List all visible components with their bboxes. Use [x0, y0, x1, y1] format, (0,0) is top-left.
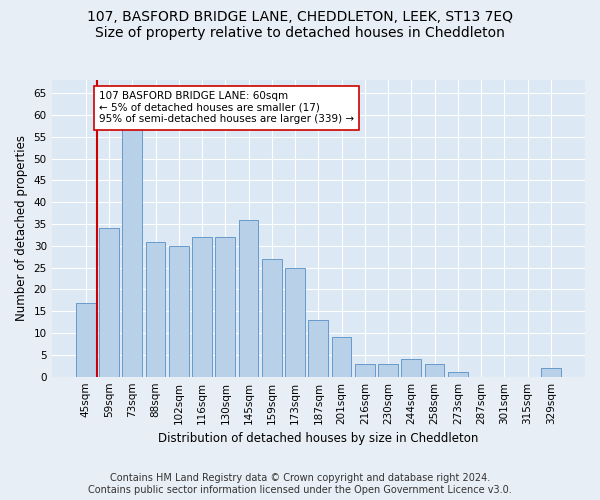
- Text: 107 BASFORD BRIDGE LANE: 60sqm
← 5% of detached houses are smaller (17)
95% of s: 107 BASFORD BRIDGE LANE: 60sqm ← 5% of d…: [99, 91, 354, 124]
- Bar: [262, 259, 282, 376]
- Bar: [355, 364, 375, 376]
- Bar: [332, 338, 352, 376]
- Bar: [122, 128, 142, 376]
- Bar: [448, 372, 468, 376]
- Bar: [239, 220, 259, 376]
- X-axis label: Distribution of detached houses by size in Cheddleton: Distribution of detached houses by size …: [158, 432, 479, 445]
- Bar: [401, 359, 421, 376]
- Bar: [215, 237, 235, 376]
- Bar: [146, 242, 166, 376]
- Bar: [308, 320, 328, 376]
- Text: Contains HM Land Registry data © Crown copyright and database right 2024.
Contai: Contains HM Land Registry data © Crown c…: [88, 474, 512, 495]
- Bar: [425, 364, 445, 376]
- Bar: [192, 237, 212, 376]
- Bar: [99, 228, 119, 376]
- Y-axis label: Number of detached properties: Number of detached properties: [15, 136, 28, 322]
- Bar: [285, 268, 305, 376]
- Bar: [76, 302, 95, 376]
- Bar: [169, 246, 188, 376]
- Bar: [378, 364, 398, 376]
- Text: 107, BASFORD BRIDGE LANE, CHEDDLETON, LEEK, ST13 7EQ
Size of property relative t: 107, BASFORD BRIDGE LANE, CHEDDLETON, LE…: [87, 10, 513, 40]
- Bar: [541, 368, 561, 376]
